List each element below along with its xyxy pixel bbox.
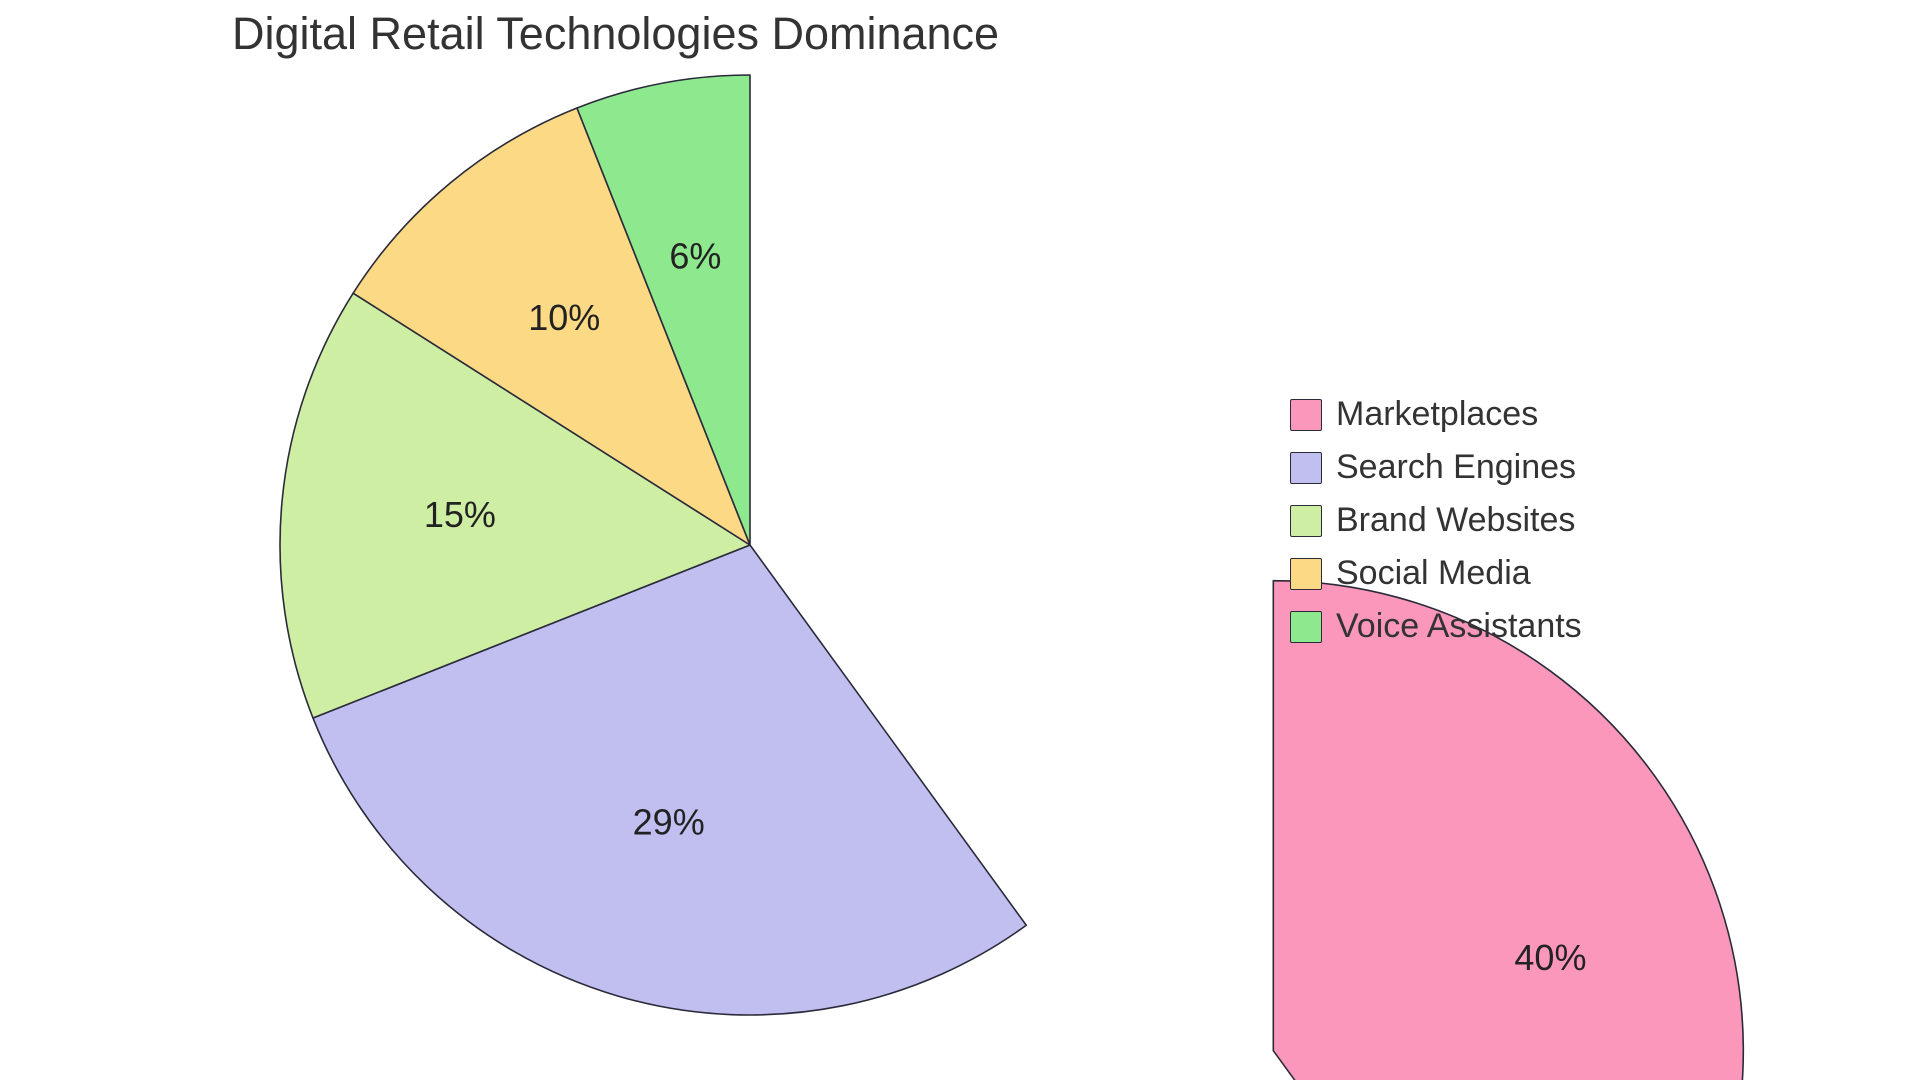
legend-item: Marketplaces [1290,395,1582,434]
legend-label: Search Engines [1336,448,1576,487]
legend-swatch [1290,558,1322,590]
pie-chart: 40%29%15%10%6% [240,35,1260,1055]
legend-swatch [1290,399,1322,431]
legend-label: Brand Websites [1336,501,1575,540]
slice-percent-label: 15% [424,494,496,535]
legend: Marketplaces Search Engines Brand Websites… [1290,395,1582,646]
slice-percent-label: 10% [528,297,600,338]
slice-percent-label: 29% [633,801,705,842]
pie-slice [1273,581,1743,1080]
slice-percent-label: 40% [1514,937,1586,978]
chart-stage: Digital Retail Technologies Dominance 40… [0,0,1920,1080]
legend-label: Voice Assistants [1336,607,1582,646]
legend-swatch [1290,611,1322,643]
legend-label: Social Media [1336,554,1531,593]
legend-item: Voice Assistants [1290,607,1582,646]
slice-percent-label: 6% [669,235,721,276]
legend-swatch [1290,452,1322,484]
legend-item: Social Media [1290,554,1582,593]
legend-item: Search Engines [1290,448,1582,487]
legend-item: Brand Websites [1290,501,1582,540]
legend-label: Marketplaces [1336,395,1538,434]
legend-swatch [1290,505,1322,537]
